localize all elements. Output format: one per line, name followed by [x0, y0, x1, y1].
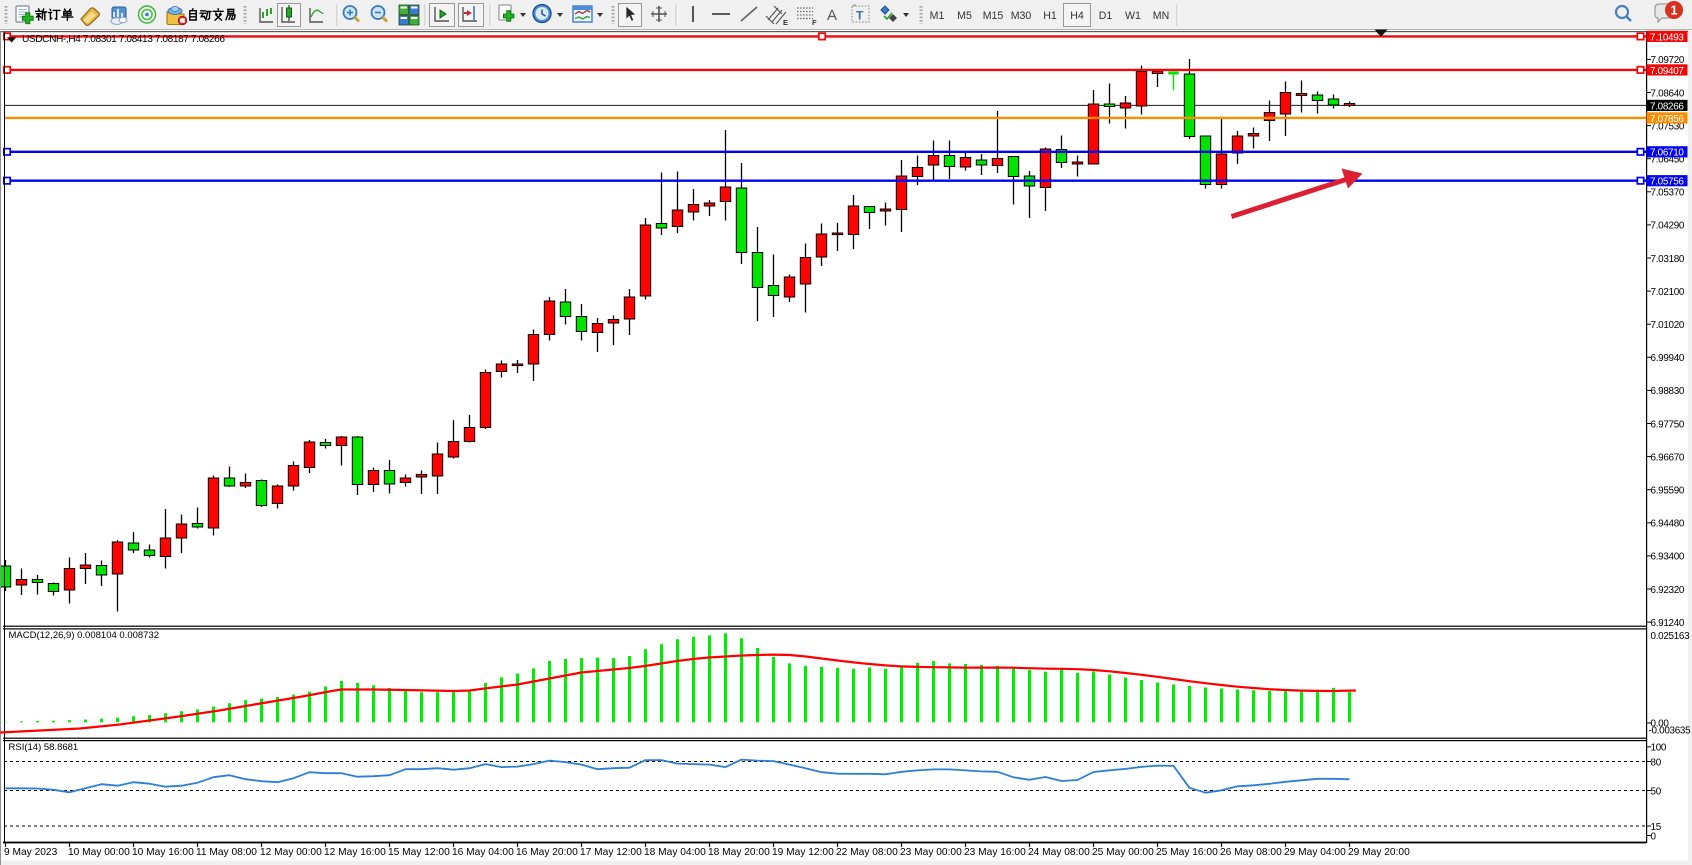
svg-text:6.93400: 6.93400 — [1651, 552, 1685, 563]
svg-text:D1: D1 — [1099, 10, 1113, 22]
svg-text:7.03180: 7.03180 — [1651, 254, 1685, 265]
svg-text:H4: H4 — [1070, 10, 1084, 22]
svg-text:-0.003635: -0.003635 — [1649, 726, 1692, 737]
svg-text:24 May 08:00: 24 May 08:00 — [1028, 847, 1090, 858]
svg-text:6.98830: 6.98830 — [1651, 386, 1685, 397]
svg-text:17 May 12:00: 17 May 12:00 — [580, 847, 642, 858]
svg-text:16 May 04:00: 16 May 04:00 — [452, 847, 514, 858]
svg-text:16 May 20:00: 16 May 20:00 — [516, 847, 578, 858]
svg-text:W1: W1 — [1125, 10, 1141, 22]
svg-text:9 May 2023: 9 May 2023 — [4, 847, 58, 858]
svg-text:T: T — [856, 9, 864, 23]
svg-text:6.96670: 6.96670 — [1651, 452, 1685, 463]
svg-text:7.05756: 7.05756 — [1650, 177, 1684, 188]
svg-text:M15: M15 — [983, 10, 1004, 22]
svg-text:19 May 12:00: 19 May 12:00 — [772, 847, 834, 858]
svg-text:6.99940: 6.99940 — [1651, 353, 1685, 364]
svg-text:7.05370: 7.05370 — [1651, 188, 1685, 199]
svg-text:A: A — [827, 7, 837, 24]
svg-text:15: 15 — [1651, 822, 1662, 833]
svg-text:7.07856: 7.07856 — [1650, 114, 1684, 125]
svg-text:7.08266: 7.08266 — [1650, 101, 1684, 112]
svg-text:F: F — [812, 18, 817, 27]
svg-text:100: 100 — [1651, 743, 1667, 754]
svg-text:7.04290: 7.04290 — [1651, 221, 1685, 232]
svg-text:RSI(14) 58.8681: RSI(14) 58.8681 — [9, 742, 79, 753]
svg-text:M5: M5 — [957, 10, 972, 22]
svg-text:15 May 12:00: 15 May 12:00 — [388, 847, 450, 858]
svg-text:6.92320: 6.92320 — [1651, 585, 1685, 596]
svg-text:M30: M30 — [1011, 10, 1032, 22]
svg-text:22 May 08:00: 22 May 08:00 — [836, 847, 898, 858]
svg-text:7.06710: 7.06710 — [1650, 148, 1684, 159]
svg-text:E: E — [783, 18, 788, 27]
svg-text:6.91240: 6.91240 — [1651, 618, 1685, 629]
svg-text:0.00: 0.00 — [1651, 719, 1670, 730]
svg-text:23 May 00:00: 23 May 00:00 — [900, 847, 962, 858]
svg-text:50: 50 — [1651, 786, 1662, 797]
svg-text:29 May 20:00: 29 May 20:00 — [1348, 847, 1410, 858]
svg-text:25 May 00:00: 25 May 00:00 — [1092, 847, 1154, 858]
svg-text:7.01020: 7.01020 — [1651, 320, 1685, 331]
svg-text:7.09407: 7.09407 — [1650, 66, 1684, 77]
svg-text:MACD(12,26,9) 0.008104 0.00873: MACD(12,26,9) 0.008104 0.008732 — [9, 630, 160, 641]
svg-text:80: 80 — [1651, 757, 1662, 768]
svg-text:7.07530: 7.07530 — [1651, 121, 1685, 132]
svg-text:11 May 08:00: 11 May 08:00 — [196, 847, 257, 858]
svg-text:M1: M1 — [930, 10, 945, 22]
svg-text:29 May 04:00: 29 May 04:00 — [1284, 847, 1346, 858]
svg-text:USDCNH-,H4 7.08301 7.08413 7.: USDCNH-,H4 7.08301 7.08413 7.08187 7.082… — [22, 34, 225, 45]
svg-text:H1: H1 — [1043, 10, 1057, 22]
svg-text:7.08640: 7.08640 — [1651, 88, 1685, 99]
svg-text:26 May 08:00: 26 May 08:00 — [1220, 847, 1282, 858]
svg-text:10 May 16:00: 10 May 16:00 — [132, 847, 194, 858]
svg-text:7.06450: 7.06450 — [1651, 155, 1685, 166]
svg-text:MN: MN — [1153, 10, 1169, 22]
svg-text:12 May 16:00: 12 May 16:00 — [324, 847, 386, 858]
svg-text:6.97750: 6.97750 — [1651, 419, 1685, 430]
svg-text:7.02100: 7.02100 — [1651, 287, 1685, 298]
svg-text:0.025163: 0.025163 — [1651, 631, 1691, 642]
svg-text:7.10493: 7.10493 — [1650, 32, 1684, 43]
svg-text:6.94480: 6.94480 — [1651, 519, 1685, 530]
svg-text:1: 1 — [1670, 3, 1677, 18]
svg-text:25 May 16:00: 25 May 16:00 — [1156, 847, 1218, 858]
svg-text:10 May 00:00: 10 May 00:00 — [68, 847, 130, 858]
svg-text:12 May 00:00: 12 May 00:00 — [260, 847, 322, 858]
svg-text:6.95590: 6.95590 — [1651, 486, 1685, 497]
svg-text:7.09720: 7.09720 — [1651, 55, 1685, 66]
svg-text:18 May 04:00: 18 May 04:00 — [644, 847, 706, 858]
svg-text:0: 0 — [1651, 831, 1657, 842]
svg-text:18 May 20:00: 18 May 20:00 — [708, 847, 770, 858]
svg-text:23 May 16:00: 23 May 16:00 — [964, 847, 1026, 858]
